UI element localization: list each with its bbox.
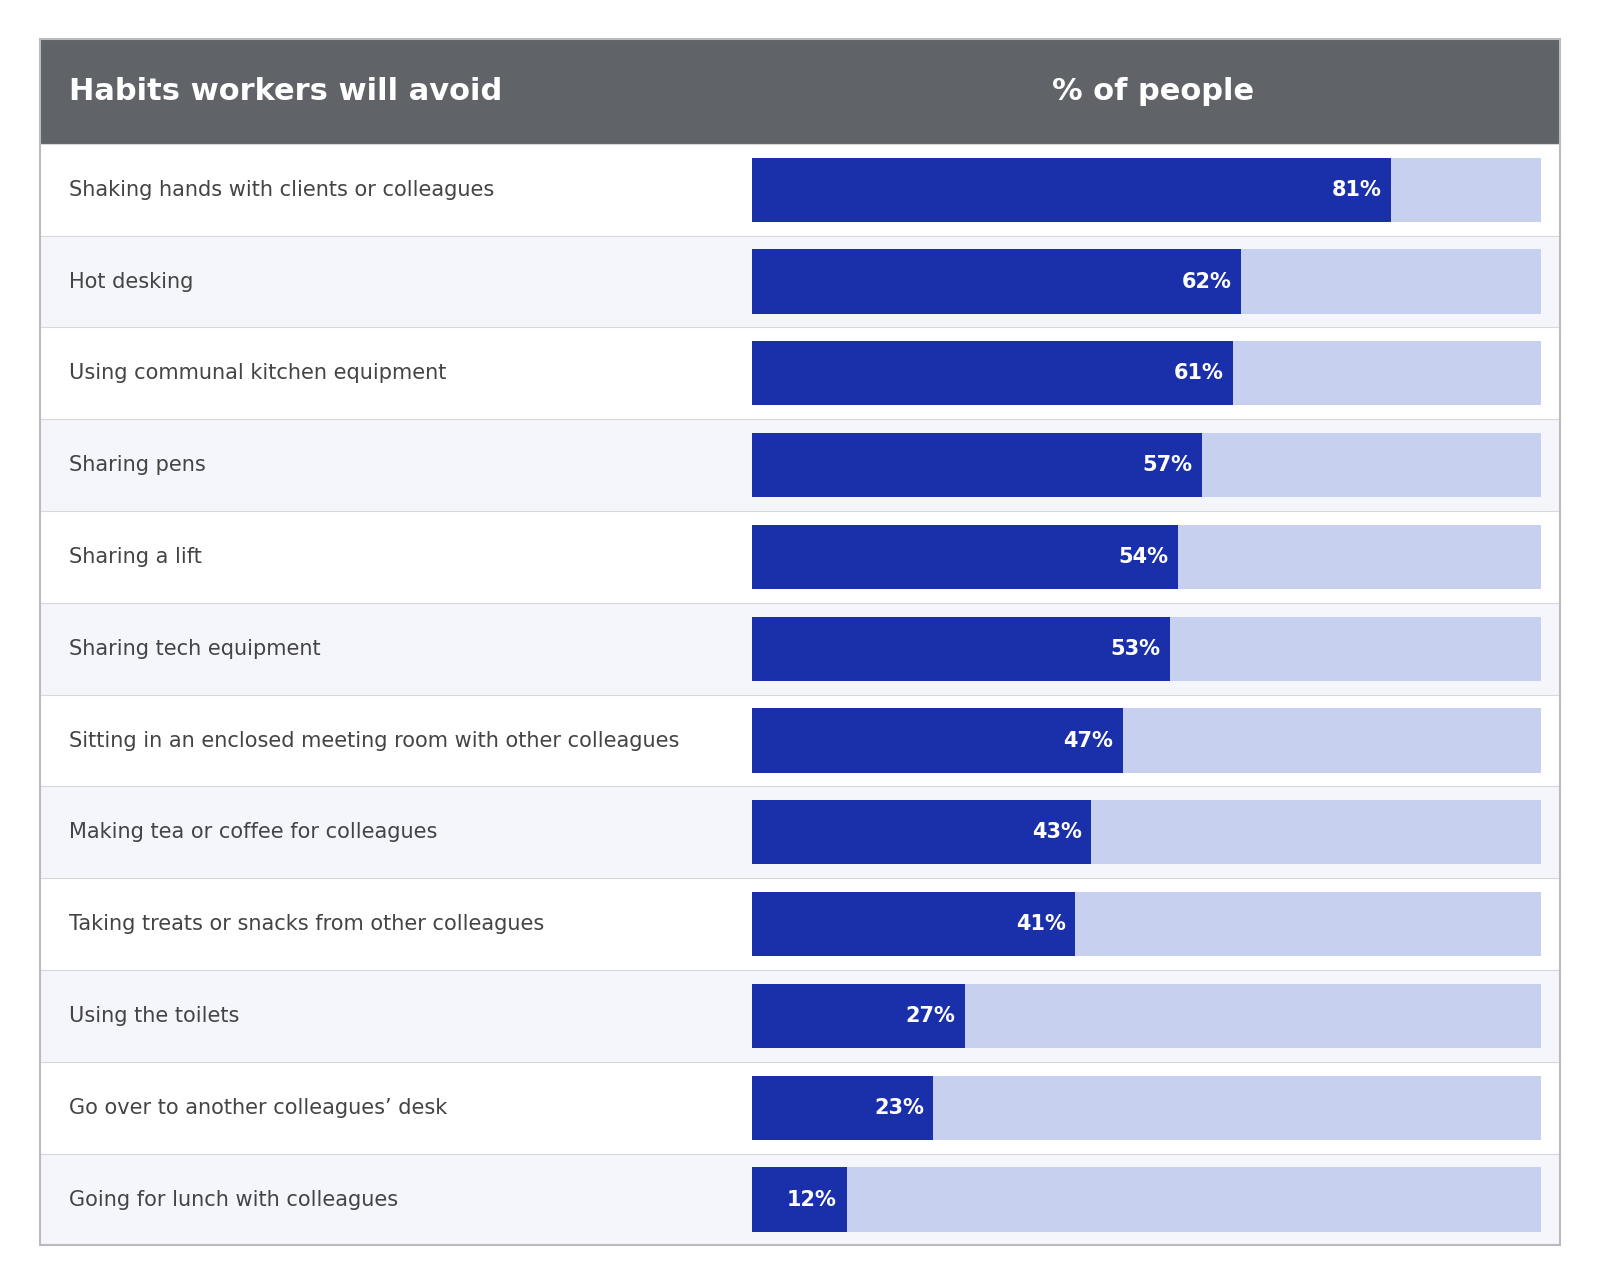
Text: Using the toilets: Using the toilets bbox=[69, 1005, 238, 1026]
Bar bbox=[752, 892, 1075, 957]
Bar bbox=[40, 419, 1560, 511]
Bar bbox=[40, 695, 1560, 786]
Bar bbox=[40, 327, 1560, 419]
Text: 43%: 43% bbox=[1032, 822, 1082, 842]
Bar bbox=[752, 800, 1091, 864]
Text: Using communal kitchen equipment: Using communal kitchen equipment bbox=[69, 363, 446, 384]
Bar bbox=[752, 1167, 1541, 1231]
Bar bbox=[752, 158, 1541, 222]
Bar bbox=[752, 249, 1541, 313]
Bar bbox=[40, 511, 1560, 602]
Bar bbox=[752, 342, 1234, 406]
FancyBboxPatch shape bbox=[40, 39, 1560, 144]
Bar bbox=[752, 984, 1541, 1048]
Bar bbox=[40, 144, 1560, 236]
Bar bbox=[40, 1153, 1560, 1245]
Bar bbox=[752, 616, 1170, 681]
Bar bbox=[40, 603, 1560, 695]
Text: Habits workers will avoid: Habits workers will avoid bbox=[69, 77, 502, 105]
Text: Sharing pens: Sharing pens bbox=[69, 455, 205, 475]
Bar bbox=[40, 971, 1560, 1062]
Bar bbox=[752, 616, 1541, 681]
Bar bbox=[752, 525, 1541, 589]
Text: Sharing tech equipment: Sharing tech equipment bbox=[69, 638, 320, 659]
Text: 54%: 54% bbox=[1118, 547, 1168, 568]
Text: 62%: 62% bbox=[1181, 271, 1232, 291]
Bar bbox=[752, 525, 1178, 589]
Bar bbox=[752, 800, 1541, 864]
Bar bbox=[752, 1076, 1541, 1140]
Text: 61%: 61% bbox=[1174, 363, 1224, 384]
Bar bbox=[40, 878, 1560, 971]
Text: Making tea or coffee for colleagues: Making tea or coffee for colleagues bbox=[69, 822, 437, 842]
Text: Shaking hands with clients or colleagues: Shaking hands with clients or colleagues bbox=[69, 180, 494, 200]
Bar bbox=[752, 984, 965, 1048]
Text: 27%: 27% bbox=[906, 1005, 955, 1026]
Bar bbox=[752, 249, 1242, 313]
Text: Taking treats or snacks from other colleagues: Taking treats or snacks from other colle… bbox=[69, 914, 544, 935]
Bar bbox=[40, 1062, 1560, 1153]
Bar bbox=[40, 236, 1560, 327]
Bar bbox=[752, 709, 1541, 773]
Text: 57%: 57% bbox=[1142, 455, 1192, 475]
Bar bbox=[752, 342, 1541, 406]
Text: Sitting in an enclosed meeting room with other colleagues: Sitting in an enclosed meeting room with… bbox=[69, 731, 678, 751]
Text: 41%: 41% bbox=[1016, 914, 1066, 935]
Text: 47%: 47% bbox=[1064, 731, 1114, 751]
Text: Hot desking: Hot desking bbox=[69, 271, 194, 291]
Text: % of people: % of people bbox=[1051, 77, 1254, 105]
Bar bbox=[752, 158, 1390, 222]
Bar bbox=[40, 786, 1560, 878]
Bar bbox=[752, 433, 1202, 497]
Text: Go over to another colleagues’ desk: Go over to another colleagues’ desk bbox=[69, 1098, 446, 1118]
Bar bbox=[752, 709, 1123, 773]
Text: 23%: 23% bbox=[874, 1098, 923, 1118]
Text: 12%: 12% bbox=[787, 1189, 837, 1210]
Text: Going for lunch with colleagues: Going for lunch with colleagues bbox=[69, 1189, 398, 1210]
Bar bbox=[752, 1076, 933, 1140]
Text: 81%: 81% bbox=[1331, 180, 1381, 200]
Bar bbox=[752, 433, 1541, 497]
Bar bbox=[752, 1167, 846, 1231]
Text: Sharing a lift: Sharing a lift bbox=[69, 547, 202, 568]
Bar bbox=[752, 892, 1541, 957]
Text: 53%: 53% bbox=[1110, 638, 1160, 659]
